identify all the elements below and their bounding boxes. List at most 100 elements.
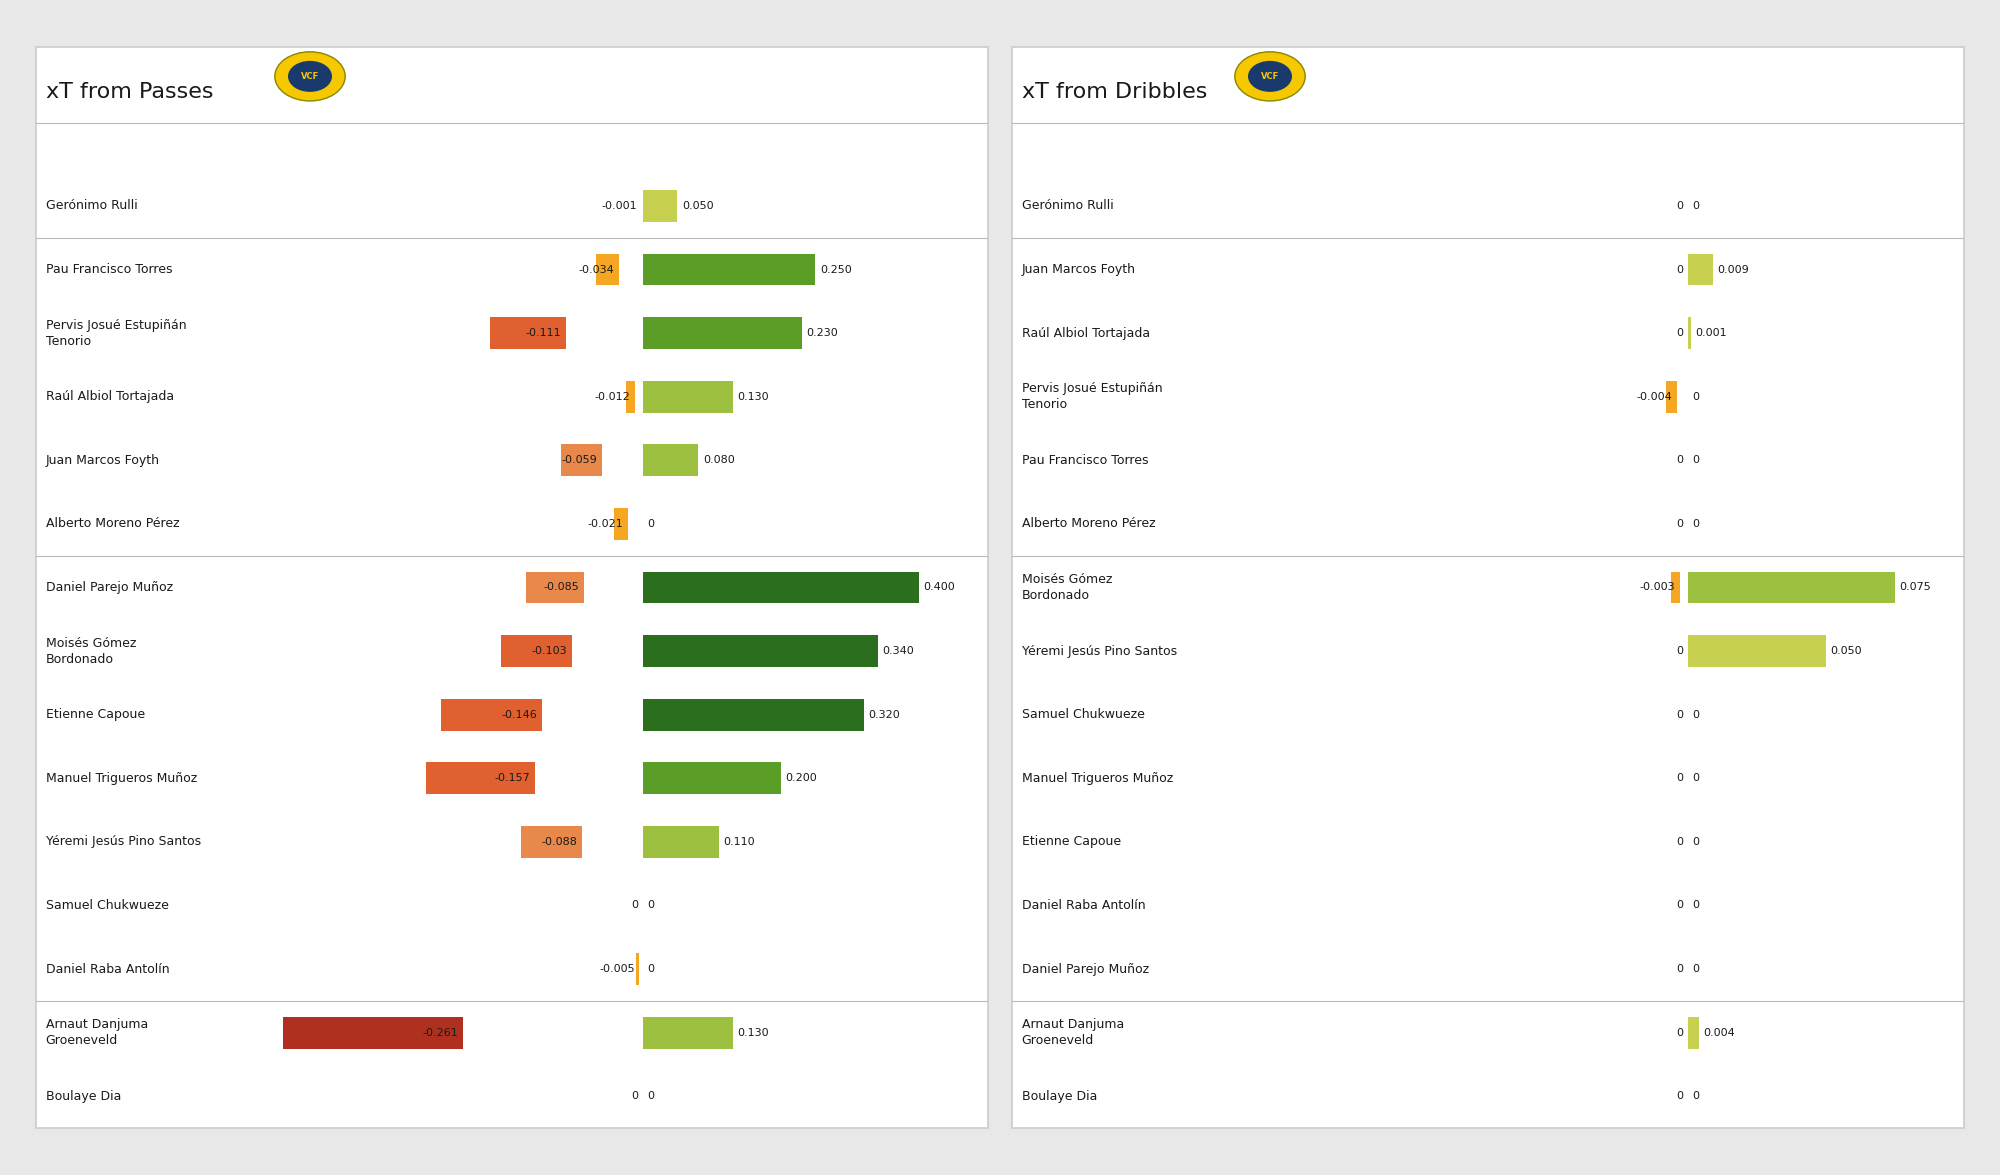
- Text: Arnaut Danjuma
Groeneveld: Arnaut Danjuma Groeneveld: [1022, 1018, 1124, 1047]
- Text: 0: 0: [648, 900, 654, 911]
- Text: 0: 0: [1692, 519, 1700, 529]
- Text: Manuel Trigueros Muñoz: Manuel Trigueros Muñoz: [46, 772, 196, 785]
- Text: -0.001: -0.001: [602, 201, 638, 212]
- Text: 0: 0: [648, 1092, 654, 1101]
- Text: 0: 0: [1676, 900, 1684, 911]
- Bar: [642, 571, 918, 604]
- Text: 0.075: 0.075: [1900, 583, 1932, 592]
- Bar: [1666, 381, 1676, 412]
- Text: -0.059: -0.059: [562, 456, 598, 465]
- Text: Moisés Gómez
Bordonado: Moisés Gómez Bordonado: [1022, 573, 1112, 602]
- Text: VCF: VCF: [300, 72, 320, 81]
- Text: 0: 0: [1676, 456, 1684, 465]
- Bar: [642, 381, 732, 412]
- Text: -0.012: -0.012: [594, 391, 630, 402]
- Text: 0: 0: [1692, 963, 1700, 974]
- Text: 0: 0: [632, 900, 638, 911]
- Text: 0.200: 0.200: [786, 773, 818, 784]
- Text: -0.005: -0.005: [600, 963, 634, 974]
- Text: xT from Passes: xT from Passes: [46, 81, 214, 101]
- Bar: [500, 636, 572, 667]
- Text: Gerónimo Rulli: Gerónimo Rulli: [1022, 200, 1114, 213]
- Text: Manuel Trigueros Muñoz: Manuel Trigueros Muñoz: [1022, 772, 1172, 785]
- Bar: [642, 444, 698, 476]
- Text: 0.400: 0.400: [924, 583, 956, 592]
- Bar: [636, 953, 640, 985]
- Text: Moisés Gómez
Bordonado: Moisés Gómez Bordonado: [46, 637, 136, 665]
- Text: -0.111: -0.111: [526, 328, 562, 338]
- Text: Juan Marcos Foyth: Juan Marcos Foyth: [46, 454, 160, 466]
- Text: 0: 0: [1676, 264, 1684, 275]
- Text: Boulaye Dia: Boulaye Dia: [46, 1089, 120, 1102]
- Text: 0.130: 0.130: [738, 1028, 770, 1038]
- Text: Samuel Chukwueze: Samuel Chukwueze: [46, 899, 168, 912]
- Text: 0.340: 0.340: [882, 646, 914, 656]
- Text: Pervis Josué Estupiñán
Tenorio: Pervis Josué Estupiñán Tenorio: [1022, 382, 1162, 411]
- Bar: [1688, 636, 1826, 667]
- Bar: [1688, 1016, 1698, 1048]
- Text: 0: 0: [648, 963, 654, 974]
- Text: 0: 0: [1676, 837, 1684, 847]
- Text: VCF: VCF: [1260, 72, 1280, 81]
- Text: Daniel Parejo Muñoz: Daniel Parejo Muñoz: [46, 580, 172, 595]
- Bar: [614, 508, 628, 539]
- Bar: [642, 254, 816, 286]
- Text: Alberto Moreno Pérez: Alberto Moreno Pérez: [46, 517, 180, 530]
- Bar: [1688, 317, 1690, 349]
- Text: 0.250: 0.250: [820, 264, 852, 275]
- Bar: [282, 1016, 462, 1048]
- Bar: [426, 763, 534, 794]
- Text: Yéremi Jesús Pino Santos: Yéremi Jesús Pino Santos: [1022, 645, 1176, 658]
- Bar: [1688, 571, 1894, 604]
- Text: -0.088: -0.088: [542, 837, 578, 847]
- Text: 0: 0: [1676, 1028, 1684, 1038]
- Text: Boulaye Dia: Boulaye Dia: [1022, 1089, 1096, 1102]
- Text: -0.146: -0.146: [502, 710, 538, 719]
- Bar: [522, 826, 582, 858]
- Text: Daniel Raba Antolín: Daniel Raba Antolín: [46, 962, 170, 975]
- Bar: [596, 254, 620, 286]
- Bar: [562, 444, 602, 476]
- Bar: [626, 381, 634, 412]
- Text: 0: 0: [1692, 391, 1700, 402]
- Text: Raúl Albiol Tortajada: Raúl Albiol Tortajada: [46, 390, 174, 403]
- Bar: [642, 636, 878, 667]
- Text: Gerónimo Rulli: Gerónimo Rulli: [46, 200, 138, 213]
- Bar: [490, 317, 566, 349]
- Text: Raúl Albiol Tortajada: Raúl Albiol Tortajada: [1022, 327, 1150, 340]
- Text: 0.080: 0.080: [702, 456, 734, 465]
- Bar: [642, 699, 864, 731]
- Text: 0.110: 0.110: [724, 837, 756, 847]
- Bar: [642, 826, 718, 858]
- Text: 0: 0: [1676, 328, 1684, 338]
- Text: Etienne Capoue: Etienne Capoue: [1022, 835, 1120, 848]
- Text: 0.004: 0.004: [1704, 1028, 1736, 1038]
- Text: Daniel Parejo Muñoz: Daniel Parejo Muñoz: [1022, 962, 1148, 975]
- Text: 0: 0: [1692, 456, 1700, 465]
- Text: 0: 0: [1676, 646, 1684, 656]
- Text: 0: 0: [1692, 900, 1700, 911]
- Text: -0.021: -0.021: [588, 519, 624, 529]
- Text: -0.085: -0.085: [544, 583, 580, 592]
- Text: Daniel Raba Antolín: Daniel Raba Antolín: [1022, 899, 1146, 912]
- Bar: [642, 317, 802, 349]
- Bar: [642, 1016, 732, 1048]
- Text: 0: 0: [1692, 837, 1700, 847]
- Bar: [642, 763, 780, 794]
- Text: Etienne Capoue: Etienne Capoue: [46, 709, 144, 721]
- Text: Arnaut Danjuma
Groeneveld: Arnaut Danjuma Groeneveld: [46, 1018, 148, 1047]
- Text: 0.001: 0.001: [1696, 328, 1728, 338]
- Text: 0: 0: [1692, 201, 1700, 212]
- Text: Samuel Chukwueze: Samuel Chukwueze: [1022, 709, 1144, 721]
- Text: 0.009: 0.009: [1718, 264, 1750, 275]
- Text: 0: 0: [1676, 710, 1684, 719]
- Text: Yéremi Jesús Pino Santos: Yéremi Jesús Pino Santos: [46, 835, 200, 848]
- Text: Juan Marcos Foyth: Juan Marcos Foyth: [1022, 263, 1136, 276]
- Text: Pervis Josué Estupiñán
Tenorio: Pervis Josué Estupiñán Tenorio: [46, 318, 186, 348]
- Text: -0.003: -0.003: [1640, 583, 1674, 592]
- Text: 0: 0: [648, 519, 654, 529]
- Text: -0.103: -0.103: [532, 646, 568, 656]
- Text: 0.050: 0.050: [1830, 646, 1862, 656]
- Text: 0: 0: [1676, 201, 1684, 212]
- Bar: [526, 571, 584, 604]
